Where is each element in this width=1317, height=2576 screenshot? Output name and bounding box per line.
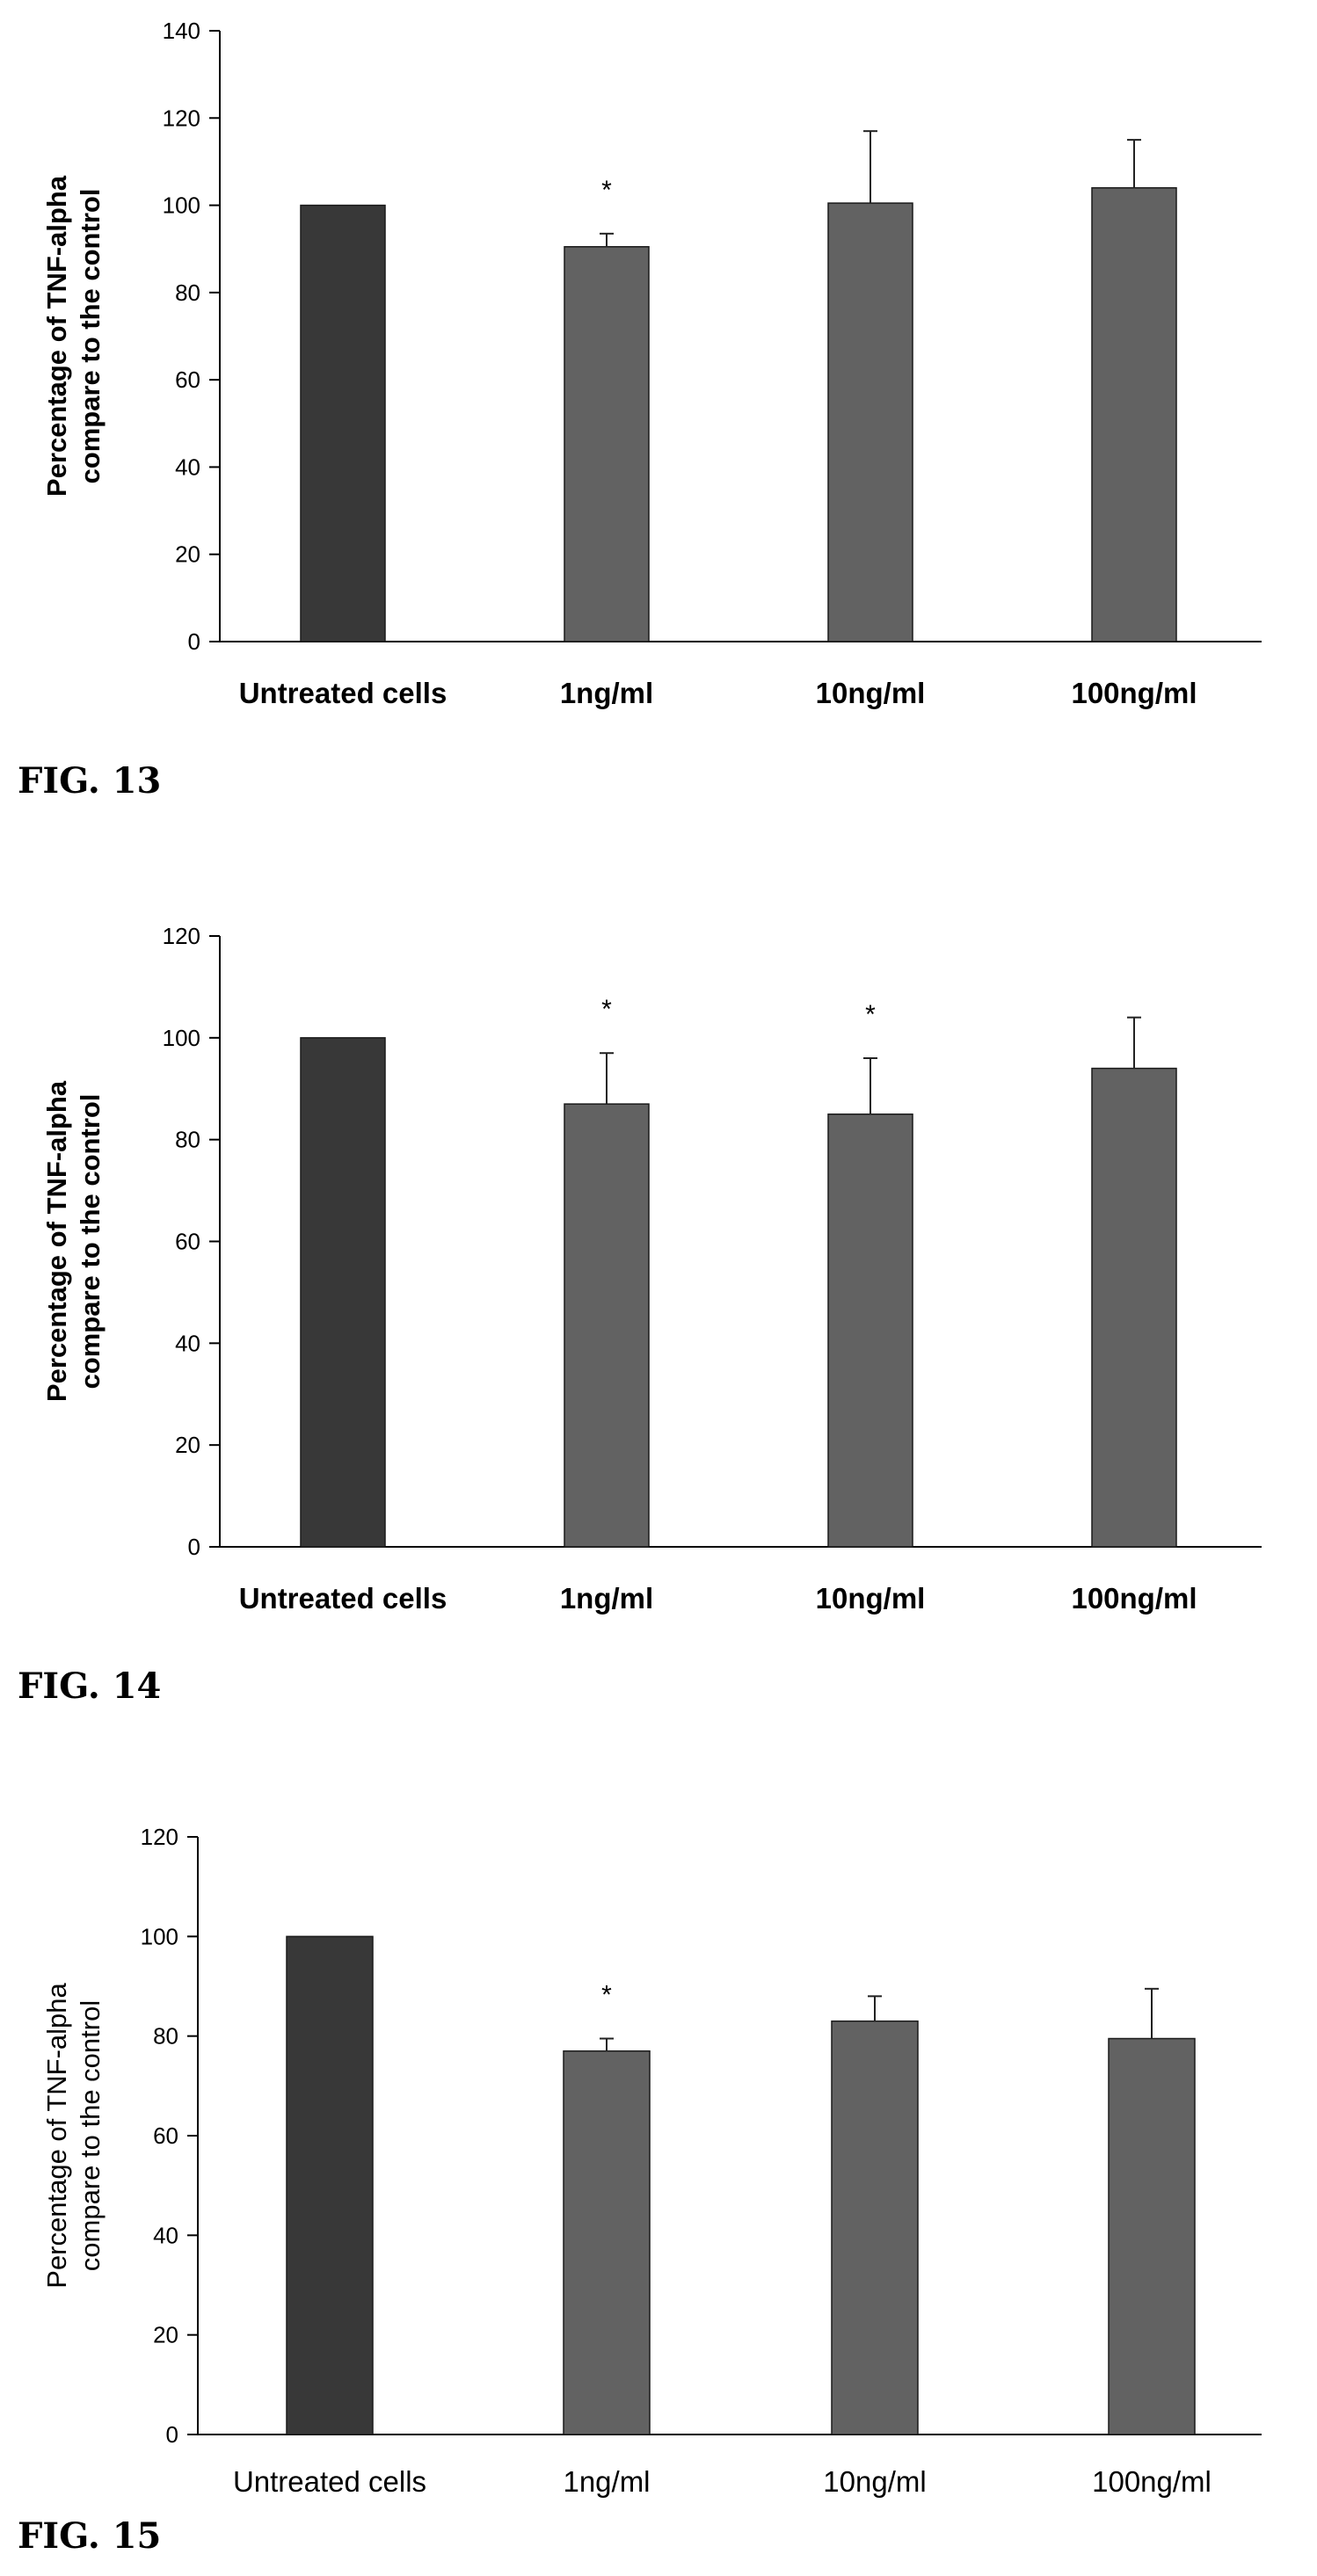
y-tick-label: 120 (141, 1824, 178, 1850)
y-axis-label-line2: compare to the control (75, 189, 106, 484)
category-label: 1ng/ml (563, 2465, 650, 2498)
y-tick-label: 60 (175, 1229, 200, 1255)
category-label: 1ng/ml (560, 1582, 653, 1615)
y-tick-label: 20 (153, 2322, 178, 2348)
y-tick-label: 120 (163, 923, 200, 949)
y-axis-label-line2: compare to the control (75, 2000, 106, 2271)
category-label: 10ng/ml (816, 1582, 926, 1615)
significance-marker: * (601, 176, 612, 205)
significance-marker: * (865, 1000, 876, 1029)
bar (564, 245, 650, 642)
significance-marker: * (601, 995, 612, 1024)
category-label: 100ng/ml (1071, 1582, 1197, 1615)
bar (286, 1935, 374, 2435)
category-label: 1ng/ml (560, 677, 653, 709)
y-axis-label-line1: Percentage of TNF-alpha (41, 175, 72, 497)
y-tick-label: 20 (175, 541, 200, 568)
bar (300, 1037, 386, 1548)
y-tick-label: 20 (175, 1432, 200, 1458)
category-label: Untreated cells (239, 1582, 447, 1615)
y-axis-label-line2: compare to the control (75, 1094, 106, 1390)
y-tick-label: 100 (163, 1025, 200, 1051)
figure-15: 0 20 40 60 80 100 120 Percentage of TNF-alpha co… (0, 1793, 1317, 2576)
bar (1091, 1067, 1177, 1548)
category-label: 100ng/ml (1071, 677, 1197, 709)
significance-marker: * (601, 1981, 612, 2010)
chart-fig-13: 0 20 40 60 80 100 120 140 Percentage of TNF-alph… (41, 18, 1262, 709)
bar (564, 1103, 650, 1548)
y-tick-label: 40 (153, 2222, 178, 2248)
figure-14: 0 20 40 60 80 100 120 Percentage of TNF-alpha co… (0, 905, 1317, 1731)
y-tick-label: 0 (188, 1534, 200, 1560)
y-tick-label: 100 (163, 192, 200, 219)
category-label: 10ng/ml (816, 677, 926, 709)
y-tick-label: 120 (163, 105, 200, 131)
chart-fig-14: 0 20 40 60 80 100 120 Percentage of TNF-alpha co… (41, 923, 1262, 1615)
y-tick-label: 80 (175, 279, 200, 306)
category-label: 100ng/ml (1092, 2465, 1211, 2498)
y-tick-label: 40 (175, 454, 200, 480)
chart-fig-15: 0 20 40 60 80 100 120 Percentage of TNF-alpha co… (41, 1824, 1262, 2498)
figure-label: FIG. 13 (18, 760, 162, 802)
y-tick-label: 80 (153, 2023, 178, 2050)
bar (563, 2050, 651, 2435)
y-tick-label: 60 (175, 366, 200, 393)
y-tick-label: 0 (166, 2421, 178, 2448)
y-tick-label: 140 (163, 18, 200, 44)
y-axis-label-line1: Percentage of TNF-alpha (41, 1982, 72, 2288)
y-tick-label: 60 (153, 2122, 178, 2149)
category-label: Untreated cells (239, 677, 447, 709)
bar (300, 204, 386, 642)
bar (827, 202, 913, 642)
y-tick-label: 80 (175, 1127, 200, 1153)
bar (1108, 2037, 1196, 2435)
category-label: 10ng/ml (823, 2465, 926, 2498)
bar (831, 2020, 919, 2435)
bar (1091, 186, 1177, 642)
y-tick-label: 0 (188, 628, 200, 655)
y-tick-label: 40 (175, 1330, 200, 1356)
figure-label: FIG. 14 (18, 1665, 162, 1707)
y-tick-label: 100 (141, 1923, 178, 1949)
figure-13: 0 20 40 60 80 100 120 140 Percentage of TNF-alph… (0, 0, 1317, 817)
bar (827, 1113, 913, 1548)
category-label: Untreated cells (233, 2465, 426, 2498)
figure-label: FIG. 15 (18, 2515, 162, 2557)
y-axis-label-line1: Percentage of TNF-alpha (41, 1080, 72, 1402)
